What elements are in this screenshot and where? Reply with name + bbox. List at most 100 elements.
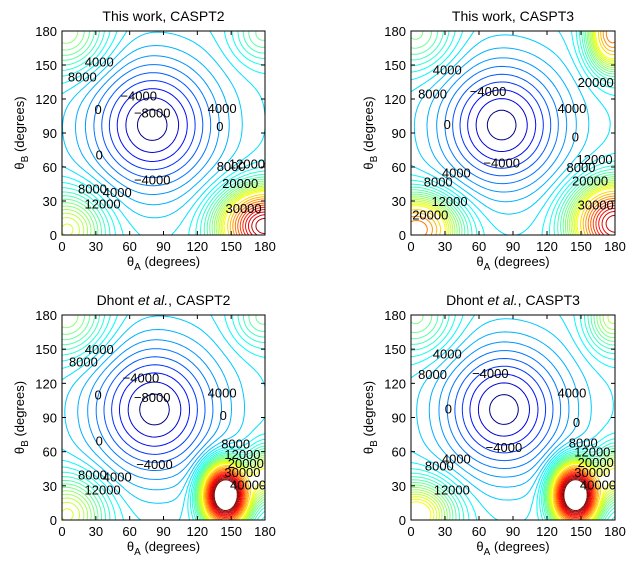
x-axis-label: θA (degrees) [476,254,549,273]
contour-label: 4000 [208,101,237,116]
contour-line [555,468,597,520]
y-tick-label: 90 [43,411,57,426]
contour-line [486,109,517,141]
x-tick-label: 30 [89,524,103,539]
y-tick-label: 120 [35,92,57,107]
contour-line [62,31,265,235]
contour-line [62,315,265,520]
contour-label: −4000 [136,457,173,472]
contour-line [139,393,170,426]
panel-title: This work, CASPT2 [102,8,224,24]
contour-line [411,315,615,520]
contour-lines [411,31,615,235]
contour-label: 40000 [230,478,266,493]
contour-line [411,31,615,235]
contour-line [467,89,537,161]
panel-title: Dhont et al., CASPT3 [446,292,580,308]
contour-line [411,315,615,520]
y-tick-label: 150 [384,342,406,357]
y-axis-label: θB (degrees) [361,96,380,169]
contour-label: 4000 [557,385,586,400]
contour-line [62,31,243,219]
y-tick-label: 90 [392,411,406,426]
contour-line [75,45,230,206]
contour-line [411,463,615,520]
x-tick-label: 150 [220,239,242,254]
contour-line [469,373,539,446]
y-tick-label: 60 [392,160,406,175]
contour-line [62,458,265,520]
contour-label: −4000 [134,172,171,187]
y-axis-label: θB (degrees) [12,96,31,169]
contour-line [202,465,252,520]
contour-label: −4000 [486,440,523,455]
contour-label: 12000 [224,447,260,462]
x-tick-label: 0 [58,524,65,539]
contour-line [62,315,265,520]
contour-line [62,315,265,520]
contour-label: −4000 [120,89,157,104]
x-tick-label: 180 [254,524,276,539]
contour-line [601,210,615,235]
contour-line [211,475,241,515]
contour-label: −4000 [470,84,507,99]
panel-title: This work, CASPT3 [452,8,574,24]
contour-label: 4000 [442,166,471,181]
contour-line [209,473,243,517]
contour-line [206,470,246,520]
contour-line [558,472,594,519]
contour-line [62,315,265,520]
x-tick-label: 180 [604,239,626,254]
y-tick-label: 60 [392,445,406,460]
contour-line [411,31,615,235]
contour-line [411,460,615,520]
contour-label: 8000 [424,175,453,190]
contour-line [426,47,577,203]
y-tick-label: 120 [35,376,57,391]
x-tick-label: 150 [570,239,592,254]
contour-line [557,471,595,520]
contour-line [137,109,168,141]
contour-line [227,194,265,235]
contour-line [411,462,615,520]
contour-label: 0 [94,388,101,403]
contour-line [62,31,265,235]
contour-label: 40000 [580,478,616,493]
contour-line [62,461,265,520]
contour-line [222,189,265,235]
contour-line [411,315,615,520]
contour-label: 12000 [574,445,610,460]
contour-lines [62,315,265,520]
contour-label: 0 [572,129,579,144]
contour-line [559,474,592,516]
contour-line [436,57,568,193]
panel-title: Dhont et al., CASPT2 [97,292,231,308]
contour-line [213,479,238,512]
contour-line [444,65,559,185]
contour-line [111,364,198,455]
contour-line [411,31,615,235]
contour-line [411,31,615,235]
contour-label: 0 [445,401,452,416]
contour-line [411,31,615,235]
contour-line [477,382,530,437]
contour-line [208,472,244,519]
contour-line [411,315,615,520]
contour-line [200,462,265,520]
y-tick-label: 30 [392,194,406,209]
contour-line [62,315,265,520]
contour-label: 4000 [85,55,114,70]
contour-line [64,315,245,504]
contour-line [411,315,615,520]
y-tick-label: 60 [43,445,57,460]
contour-label: 8000 [221,437,250,452]
contour-label: −4000 [123,371,160,386]
contour-label: −4000 [472,366,509,381]
contour-line [210,474,242,516]
contour-label: 8000 [418,367,447,382]
contour-label: 8000 [425,458,454,473]
y-tick-label: 30 [43,194,57,209]
y-tick-label: 0 [50,513,57,528]
contour-line [452,73,552,177]
contour-line [255,217,265,235]
